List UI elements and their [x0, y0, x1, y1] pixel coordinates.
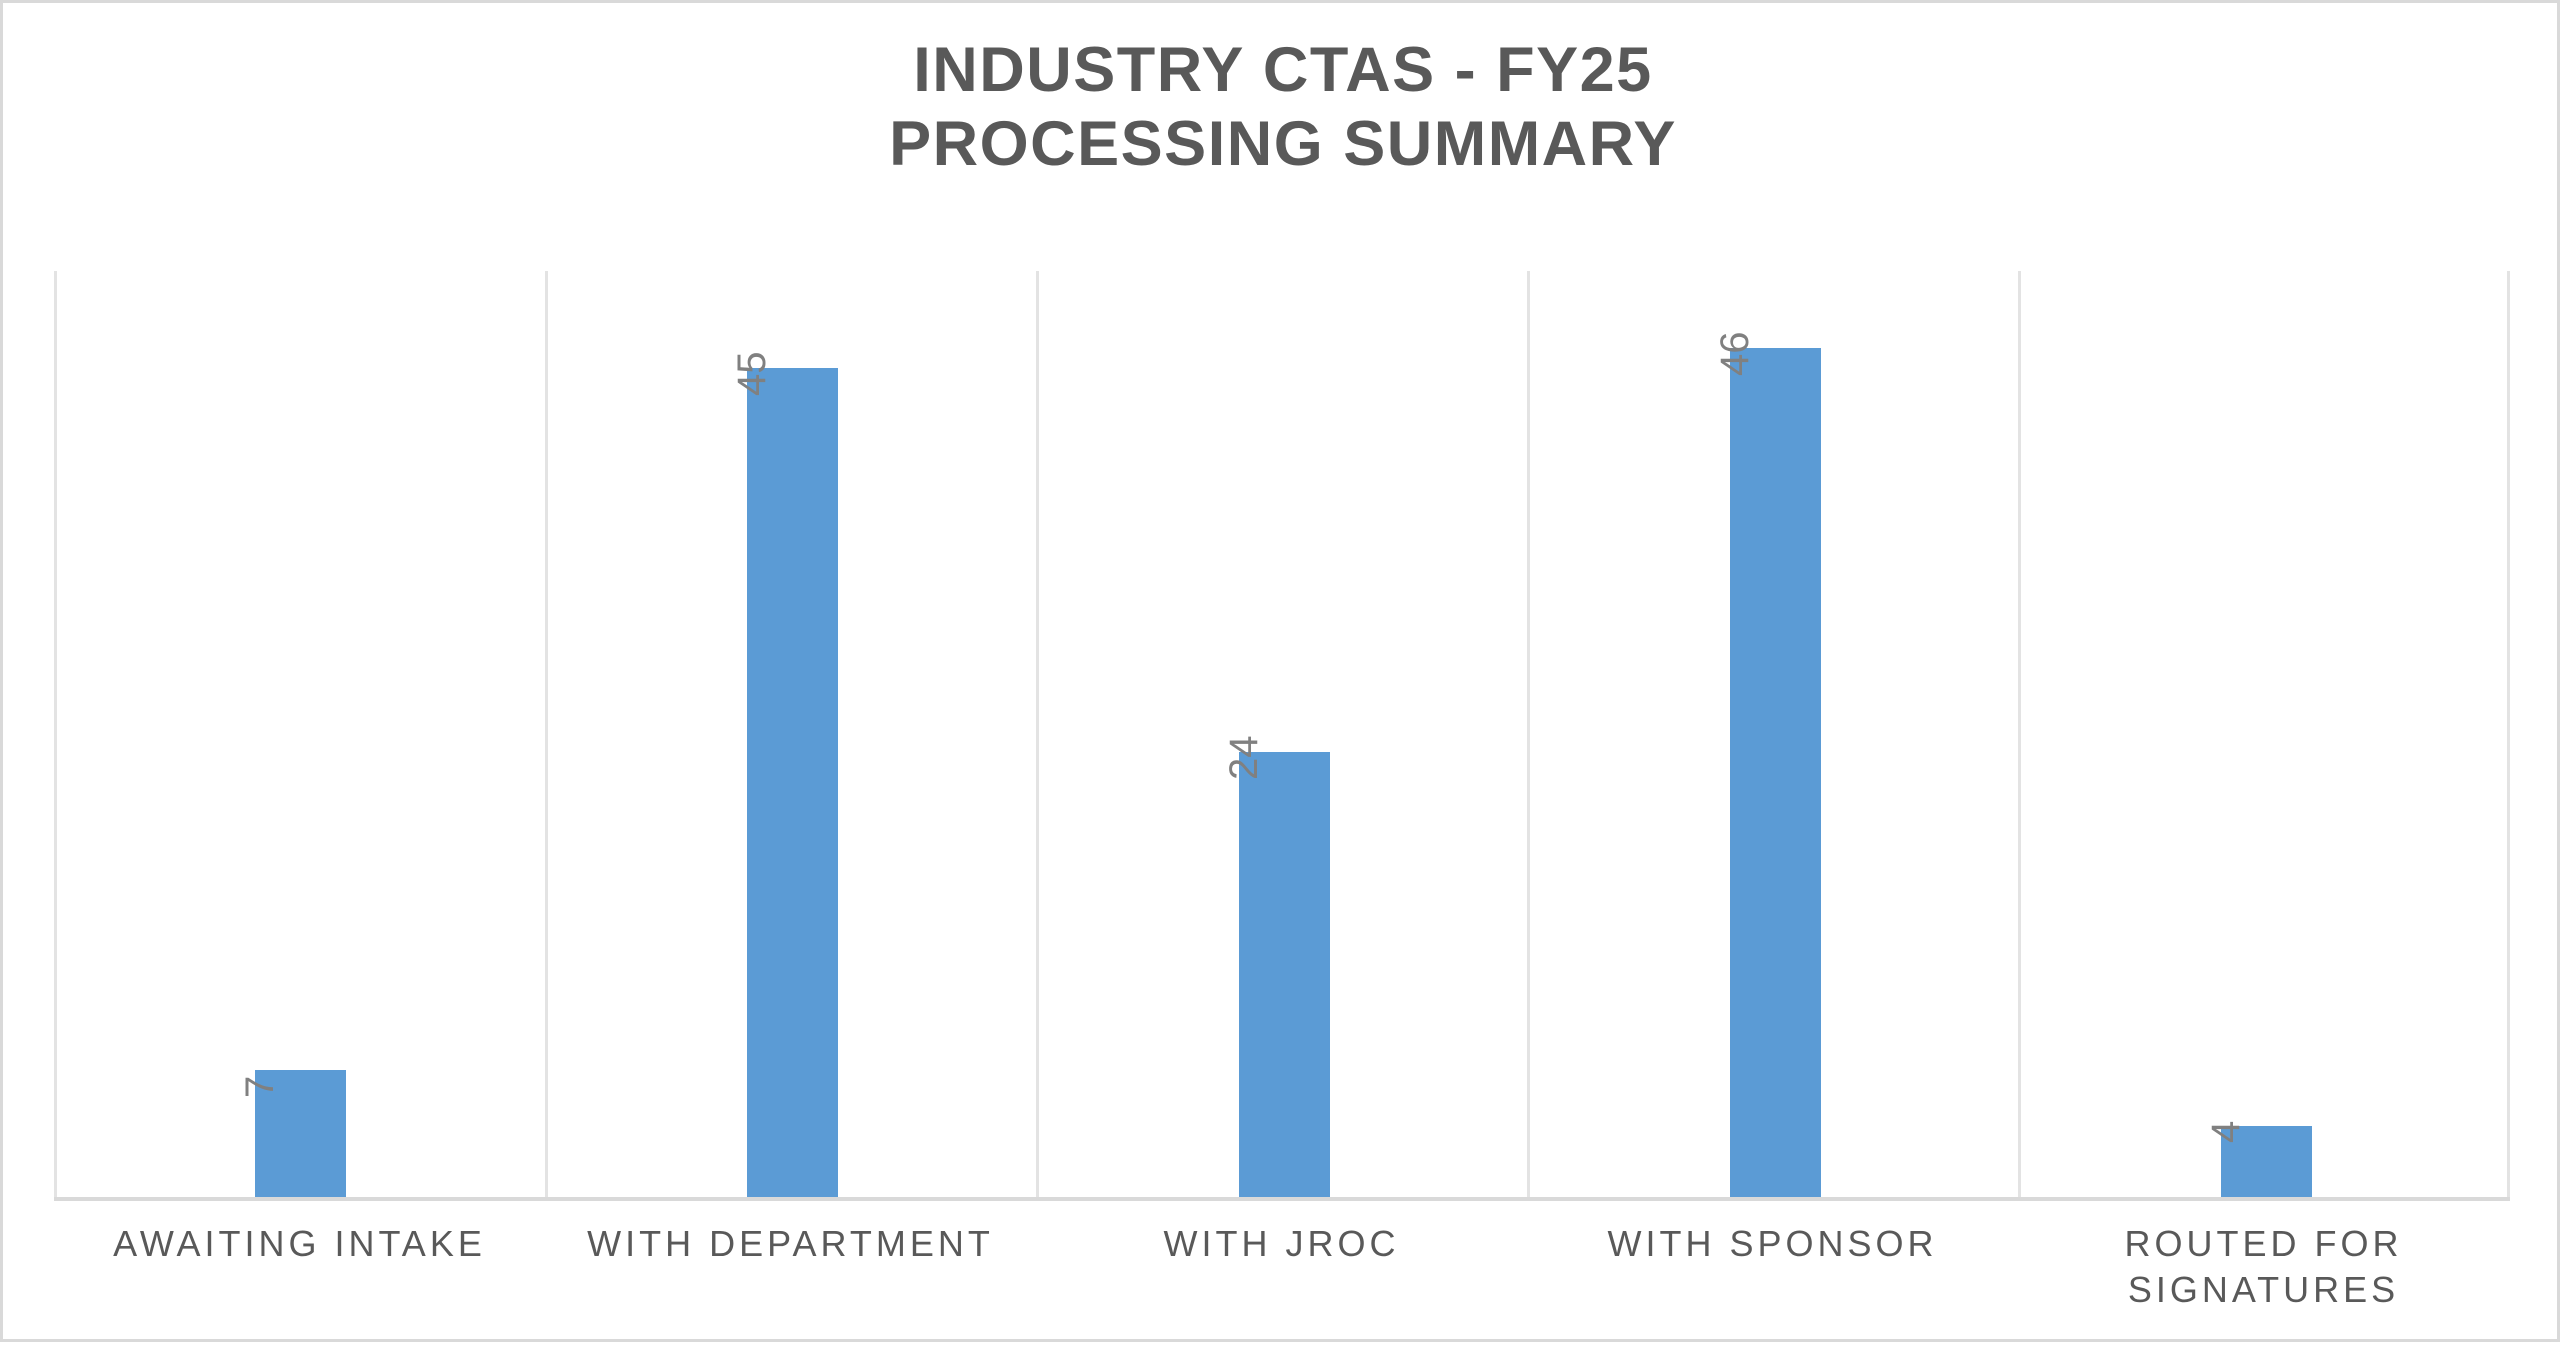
chart-title: INDUSTRY CTAS - FY25 PROCESSING SUMMARY — [3, 33, 2560, 182]
chart-title-line-1: INDUSTRY CTAS - FY25 — [913, 35, 1653, 105]
bar-value-label-awaiting-intake: 7 — [238, 1075, 282, 1098]
gridline-1 — [545, 271, 548, 1197]
category-label-with-sponsor: WITH SPONSOR — [1607, 1223, 1938, 1264]
category-label-awaiting-intake: AWAITING INTAKE — [113, 1223, 486, 1264]
bar-with-jroc[interactable] — [1239, 752, 1330, 1197]
bar-value-label-with-sponsor: 46 — [1713, 331, 1757, 377]
bar-value-label-routed-for-signatures: 4 — [2204, 1120, 2248, 1143]
gridline-3 — [1527, 271, 1530, 1197]
gridline-5 — [2507, 271, 2510, 1197]
gridline-2 — [1036, 271, 1039, 1197]
gridline-0 — [54, 271, 57, 1197]
bar-value-label-with-department: 45 — [730, 351, 774, 397]
bar-routed-for-signatures[interactable] — [2221, 1126, 2312, 1197]
category-label-routed-for-signatures: ROUTED FOR SIGNATURES — [2124, 1223, 2403, 1311]
bars-layer: 7 45 24 46 4 — [3, 3, 2560, 1345]
category-label-with-jroc: WITH JROC — [1163, 1223, 1400, 1264]
bar-with-sponsor[interactable] — [1730, 348, 1821, 1197]
bar-value-label-with-jroc: 24 — [1222, 735, 1266, 781]
chart-title-line-2: PROCESSING SUMMARY — [889, 109, 1677, 180]
bar-with-department[interactable] — [747, 368, 838, 1197]
category-label-with-department: WITH DEPARTMENT — [587, 1223, 994, 1264]
category-axis-line — [54, 1197, 2510, 1201]
bar-awaiting-intake[interactable] — [255, 1070, 346, 1197]
gridline-4 — [2018, 271, 2021, 1197]
